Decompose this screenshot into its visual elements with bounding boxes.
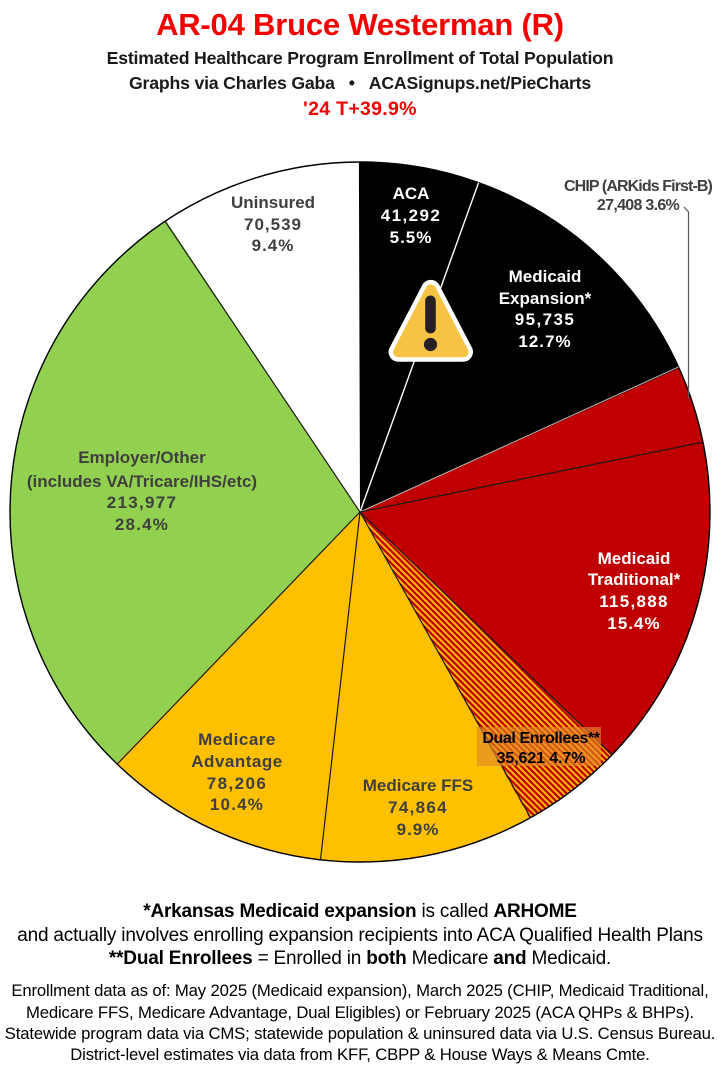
svg-text:Employer/Other: Employer/Other <box>78 448 206 467</box>
svg-text:Advantage: Advantage <box>191 752 282 771</box>
svg-text:Traditional*: Traditional* <box>588 570 681 589</box>
svg-text:213,977: 213,977 <box>107 493 178 512</box>
svg-text:9.4%: 9.4% <box>252 236 295 255</box>
svg-text:Medicare: Medicare <box>198 730 276 749</box>
svg-text:9.9%: 9.9% <box>397 820 440 839</box>
svg-text:41,292: 41,292 <box>381 206 441 225</box>
svg-text:5.5%: 5.5% <box>390 228 433 247</box>
svg-text:27,408 3.6%: 27,408 3.6% <box>597 197 680 214</box>
svg-text:70,539: 70,539 <box>244 215 302 234</box>
svg-text:10.4%: 10.4% <box>210 795 264 814</box>
svg-text:74,864: 74,864 <box>388 798 448 817</box>
svg-text:115,888: 115,888 <box>599 592 669 611</box>
svg-text:Uninsured: Uninsured <box>231 193 315 212</box>
svg-text:Expansion*: Expansion* <box>499 289 592 308</box>
svg-text:CHIP (ARKids First-B): CHIP (ARKids First-B) <box>564 178 712 195</box>
svg-text:Medicaid: Medicaid <box>598 549 671 568</box>
svg-text:78,206: 78,206 <box>207 774 267 793</box>
svg-text:28.4%: 28.4% <box>115 515 169 534</box>
svg-text:Dual Enrollees**: Dual Enrollees** <box>482 730 600 747</box>
svg-text:(includes VA/Tricare/IHS/etc): (includes VA/Tricare/IHS/etc) <box>27 472 257 491</box>
svg-text:Medicaid: Medicaid <box>509 267 582 286</box>
svg-text:15.4%: 15.4% <box>607 614 660 633</box>
svg-text:Medicare FFS: Medicare FFS <box>363 776 474 795</box>
svg-text:ACA: ACA <box>393 184 430 203</box>
svg-text:12.7%: 12.7% <box>518 332 571 351</box>
svg-text:95,735: 95,735 <box>515 310 575 329</box>
svg-text:35,621 4.7%: 35,621 4.7% <box>497 750 586 767</box>
